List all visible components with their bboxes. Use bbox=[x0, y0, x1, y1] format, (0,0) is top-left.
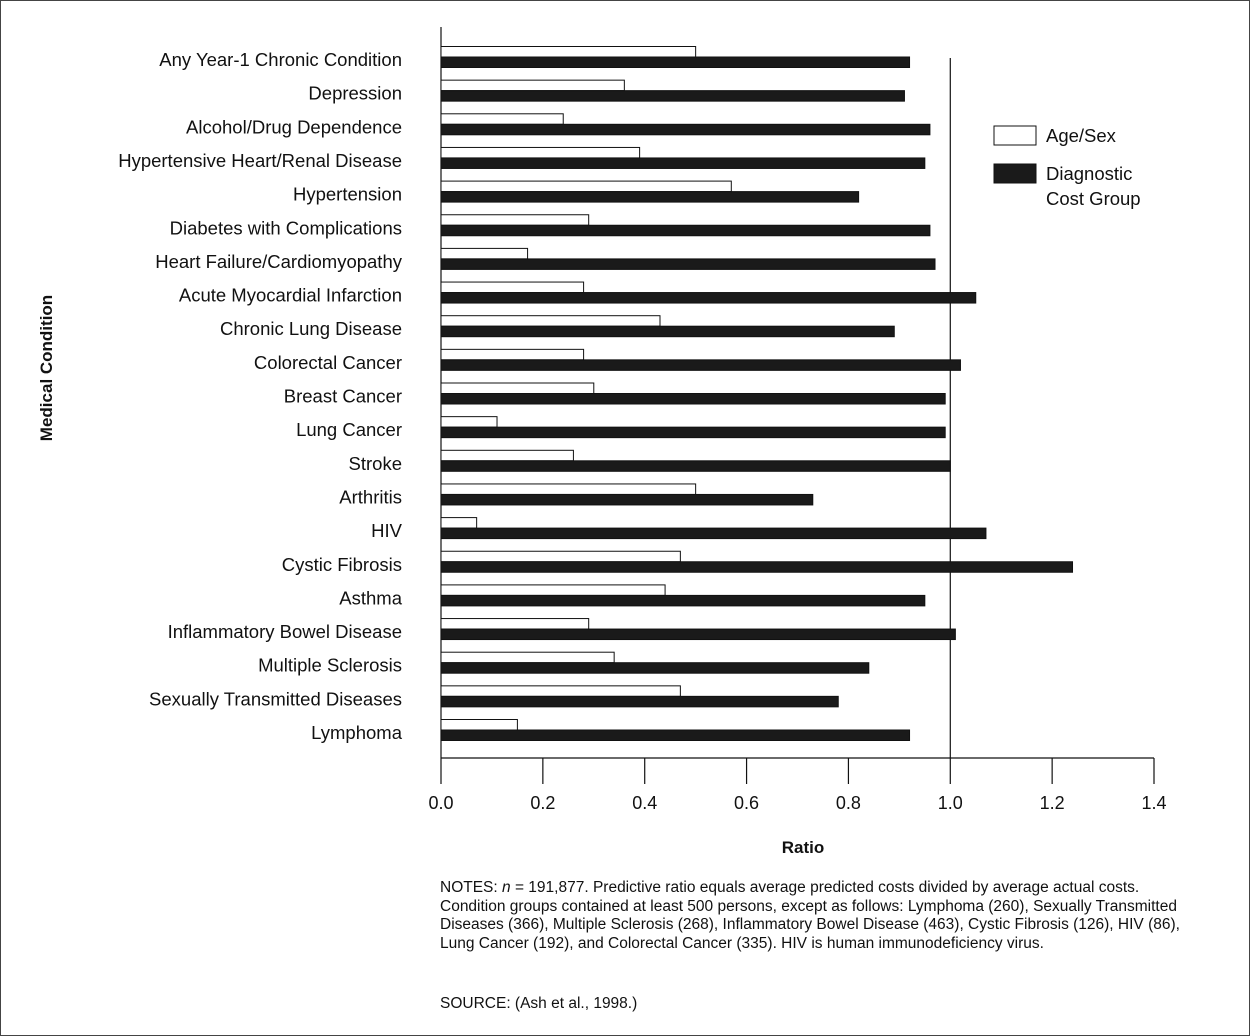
bar-diagnostic-cost-group bbox=[440, 191, 860, 203]
bar-diagnostic-cost-group bbox=[440, 527, 987, 540]
bar-diagnostic-cost-group bbox=[440, 561, 1074, 573]
x-tick-label: 0.8 bbox=[836, 793, 861, 813]
bar-age-sex bbox=[440, 449, 574, 462]
x-tick-label: 0.6 bbox=[734, 793, 759, 813]
bar-diagnostic-cost-group bbox=[440, 359, 961, 371]
bar-diagnostic-cost-group bbox=[440, 393, 946, 405]
bar-age-sex bbox=[440, 584, 666, 596]
bar-diagnostic-cost-group bbox=[440, 594, 926, 607]
category-label: Colorectal Cancer bbox=[254, 352, 402, 373]
chart-notes: NOTES: n = 191,877. Predictive ratio equ… bbox=[440, 879, 1200, 953]
category-label: Heart Failure/Cardiomyopathy bbox=[155, 251, 403, 272]
bar-age-sex bbox=[440, 517, 478, 529]
bar-age-sex bbox=[440, 483, 697, 495]
bar-age-sex bbox=[440, 685, 681, 697]
bar-age-sex bbox=[440, 146, 641, 159]
bar-age-sex bbox=[440, 348, 585, 361]
category-label: Hypertensive Heart/Renal Disease bbox=[118, 150, 402, 171]
category-label: Breast Cancer bbox=[284, 386, 402, 407]
bar-diagnostic-cost-group bbox=[440, 325, 895, 338]
bar-age-sex bbox=[440, 315, 661, 327]
bar-diagnostic-cost-group bbox=[440, 662, 870, 674]
bar-diagnostic-cost-group bbox=[440, 493, 814, 506]
bar-diagnostic-cost-group bbox=[440, 729, 911, 741]
x-tick-label: 1.0 bbox=[938, 793, 963, 813]
category-label: Alcohol/Drug Dependence bbox=[186, 116, 402, 137]
bar-age-sex bbox=[440, 214, 590, 226]
category-label: Arthritis bbox=[339, 486, 402, 507]
chart-source: SOURCE: (Ash et al., 1998.) bbox=[440, 995, 638, 1012]
bar-age-sex bbox=[440, 416, 498, 428]
category-label: Multiple Sclerosis bbox=[258, 655, 402, 676]
bar-diagnostic-cost-group bbox=[440, 695, 839, 708]
notes-text: = 191,877. Predictive ratio equals avera… bbox=[440, 879, 1180, 952]
bar-chart: 0.0 0.2 0.4 0.6 0.8 1.0 1.2 1.4 Ratio Medical Con… bbox=[37, 27, 1167, 857]
legend-label-diagnostic-cost-group-line1: Diagnostic bbox=[1046, 163, 1132, 184]
category-label: Cystic Fibrosis bbox=[282, 554, 402, 575]
category-label: Lymphoma bbox=[311, 722, 403, 743]
notes-prefix: NOTES: bbox=[440, 879, 503, 896]
bar-diagnostic-cost-group bbox=[440, 258, 936, 270]
bar-diagnostic-cost-group bbox=[440, 460, 951, 472]
bar-age-sex bbox=[440, 719, 518, 731]
legend-label-diagnostic-cost-group-line2: Cost Group bbox=[1046, 188, 1141, 209]
category-label: Lung Cancer bbox=[296, 419, 402, 440]
category-label: Asthma bbox=[339, 587, 402, 608]
category-label: Inflammatory Bowel Disease bbox=[168, 621, 402, 642]
bar-diagnostic-cost-group bbox=[440, 224, 931, 237]
category-label: Chronic Lung Disease bbox=[220, 318, 402, 339]
bar-age-sex bbox=[440, 46, 697, 58]
bar-age-sex bbox=[440, 180, 732, 193]
bar-diagnostic-cost-group bbox=[440, 628, 956, 641]
x-tick-label: 0.2 bbox=[530, 793, 555, 813]
bar-diagnostic-cost-group bbox=[440, 426, 946, 439]
bar-diagnostic-cost-group bbox=[440, 157, 926, 169]
bar-age-sex bbox=[440, 113, 564, 125]
bar-age-sex bbox=[440, 79, 625, 92]
y-axis-title: Medical Condition bbox=[37, 295, 56, 441]
bar-age-sex bbox=[440, 651, 615, 664]
bar-age-sex bbox=[440, 382, 595, 394]
category-label: Depression bbox=[308, 83, 402, 104]
x-axis-title: Ratio bbox=[782, 838, 825, 857]
category-label: Hypertension bbox=[293, 184, 402, 205]
category-label: Sexually Transmitted Diseases bbox=[149, 688, 402, 709]
bar-diagnostic-cost-group bbox=[440, 90, 905, 102]
x-tick-label: 0.0 bbox=[428, 793, 453, 813]
bar-age-sex bbox=[440, 247, 529, 260]
bar-age-sex bbox=[440, 550, 681, 563]
x-tick-label: 0.4 bbox=[632, 793, 657, 813]
bar-age-sex bbox=[440, 281, 585, 294]
x-tick-label: 1.2 bbox=[1040, 793, 1065, 813]
legend-swatch-age-sex bbox=[993, 125, 1037, 146]
category-label: HIV bbox=[371, 520, 403, 541]
legend-swatch-diagnostic-cost-group bbox=[993, 163, 1037, 184]
category-label: Diabetes with Complications bbox=[170, 217, 402, 238]
legend-label-age-sex: Age/Sex bbox=[1046, 125, 1117, 146]
category-label: Acute Myocardial Infarction bbox=[179, 285, 402, 306]
bar-diagnostic-cost-group bbox=[440, 123, 931, 136]
category-label: Stroke bbox=[349, 453, 402, 474]
bar-diagnostic-cost-group bbox=[440, 56, 911, 68]
category-label: Any Year-1 Chronic Condition bbox=[159, 49, 402, 70]
notes-n-symbol: n bbox=[502, 879, 511, 896]
x-tick-label: 1.4 bbox=[1141, 793, 1166, 813]
bar-age-sex bbox=[440, 618, 590, 630]
bar-diagnostic-cost-group bbox=[440, 292, 977, 304]
